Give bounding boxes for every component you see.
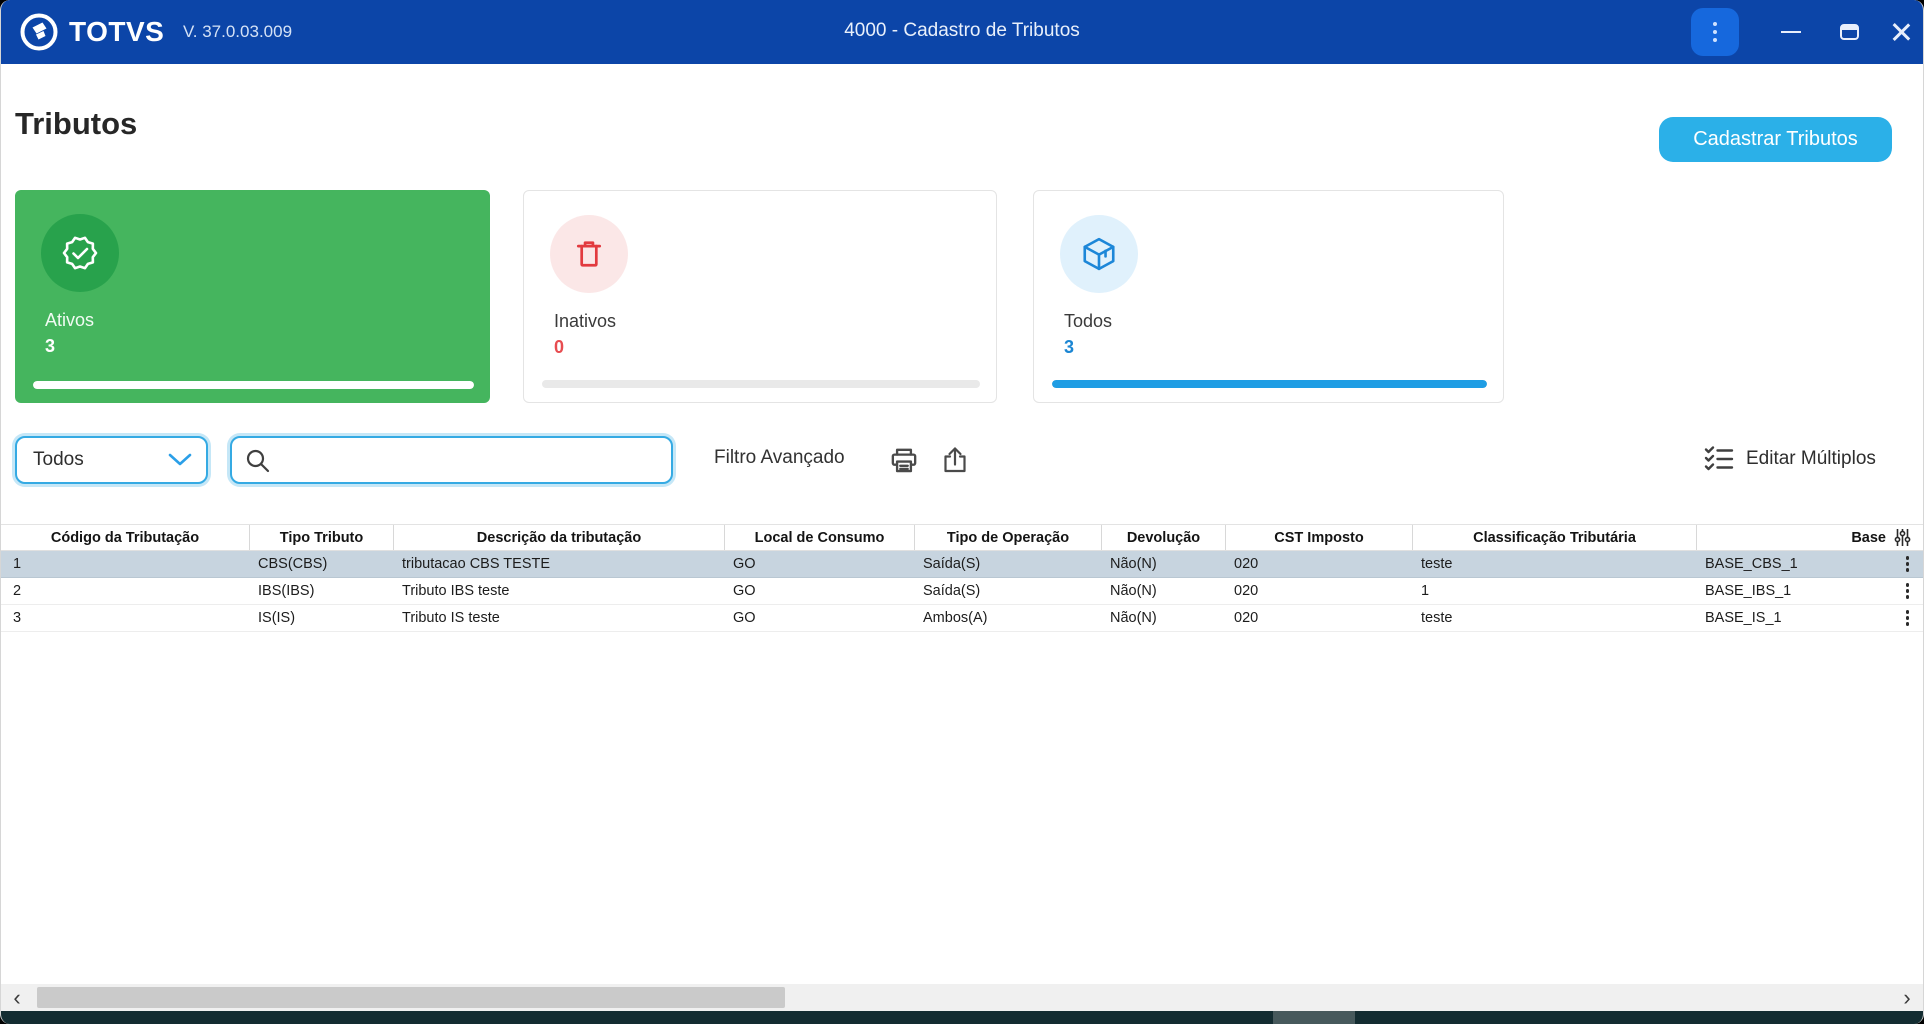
- column-header: Local de Consumo: [724, 525, 914, 550]
- column-header: Devolução: [1101, 525, 1225, 550]
- titlebar: TOTVS V. 37.0.03.009 4000 - Cadastro de …: [1, 0, 1923, 64]
- type-filter-select[interactable]: Todos: [15, 436, 208, 484]
- badge-check-icon: [41, 214, 119, 292]
- export-button[interactable]: [939, 443, 971, 477]
- trash-icon: [550, 215, 628, 293]
- search-box: [230, 436, 673, 484]
- card-count: 0: [554, 337, 565, 357]
- card-inativos[interactable]: Inativos 0: [523, 190, 997, 403]
- window-title: 4000 - Cadastro de Tributos: [844, 20, 1080, 41]
- app-version: V. 37.0.03.009: [183, 22, 293, 41]
- search-icon: [246, 449, 270, 472]
- printer-icon: [891, 448, 917, 473]
- card-todos[interactable]: Todos 3: [1033, 190, 1504, 403]
- card-count: 3: [45, 336, 56, 356]
- card-label: Todos: [1064, 311, 1113, 331]
- column-header: CST Imposto: [1225, 525, 1412, 550]
- close-button[interactable]: [1883, 16, 1919, 48]
- cadastrar-tributos-button[interactable]: Cadastrar Tributos: [1659, 117, 1892, 162]
- card-progress-bar: [542, 380, 980, 388]
- maximize-button[interactable]: [1831, 16, 1867, 48]
- minimize-button[interactable]: [1773, 16, 1809, 48]
- horizontal-scrollbar[interactable]: [1, 984, 1923, 1011]
- window-bottom-edge-segment: [1273, 1011, 1355, 1024]
- kebab-menu-icon: [1713, 30, 1717, 34]
- card-label: Inativos: [554, 311, 617, 331]
- table-row[interactable]: 3 IS(IS) Tributo IS teste GO Ambos(A) Nã…: [1, 605, 1923, 632]
- app-name: TOTVS: [69, 16, 165, 47]
- advanced-filter-button[interactable]: Filtro Avançado: [714, 447, 845, 468]
- table-row[interactable]: 2 IBS(IBS) Tributo IBS teste GO Saída(S)…: [1, 578, 1923, 605]
- share-icon: [944, 447, 966, 473]
- row-actions-kebab-icon[interactable]: [1902, 552, 1914, 576]
- minimize-icon: [1781, 31, 1801, 33]
- card-progress-bar: [33, 381, 474, 389]
- table-header-row: Código da Tributação Tipo Tributo Descri…: [1, 524, 1923, 551]
- column-header: Tipo de Operação: [914, 525, 1101, 550]
- scroll-right-icon[interactable]: [1895, 984, 1919, 1011]
- edit-multiple-button[interactable]: Editar Múltiplos: [1704, 445, 1876, 472]
- edit-multiple-label: Editar Múltiplos: [1746, 447, 1876, 469]
- checklist-icon: [1704, 446, 1734, 471]
- type-filter-value: Todos: [33, 449, 84, 470]
- tributos-table: Código da Tributação Tipo Tributo Descri…: [1, 524, 1923, 632]
- maximize-icon: [1839, 24, 1859, 40]
- card-count: 3: [1064, 337, 1075, 357]
- card-ativos[interactable]: Ativos 3: [15, 190, 490, 403]
- scrollbar-thumb[interactable]: [37, 987, 785, 1008]
- card-label: Ativos: [45, 310, 95, 330]
- column-header: Tipo Tributo: [249, 525, 393, 550]
- totvs-logo: TOTVS: [19, 12, 164, 52]
- page-title: Tributos: [15, 106, 138, 141]
- close-icon: [1891, 22, 1911, 42]
- search-input[interactable]: [271, 438, 671, 482]
- column-header: Descrição da tributação: [393, 525, 724, 550]
- row-actions-kebab-icon[interactable]: [1902, 579, 1914, 603]
- menu-button[interactable]: [1691, 8, 1739, 56]
- table-row[interactable]: 1 CBS(CBS) tributacao CBS TESTE GO Saída…: [1, 551, 1923, 578]
- scroll-left-icon[interactable]: [5, 984, 29, 1011]
- print-button[interactable]: [887, 444, 921, 478]
- column-header: Código da Tributação: [50, 529, 200, 546]
- row-actions-kebab-icon[interactable]: [1902, 606, 1914, 630]
- column-filter-icon[interactable]: [1894, 528, 1911, 547]
- package-icon: [1060, 215, 1138, 293]
- totvs-logo-icon: [20, 13, 58, 51]
- window-bottom-edge: [1, 1011, 1923, 1024]
- column-header: Classificação Tributária: [1412, 525, 1696, 550]
- card-progress-bar: [1052, 380, 1487, 388]
- chevron-down-icon: [168, 453, 192, 467]
- column-header-base: Base: [1696, 525, 1923, 550]
